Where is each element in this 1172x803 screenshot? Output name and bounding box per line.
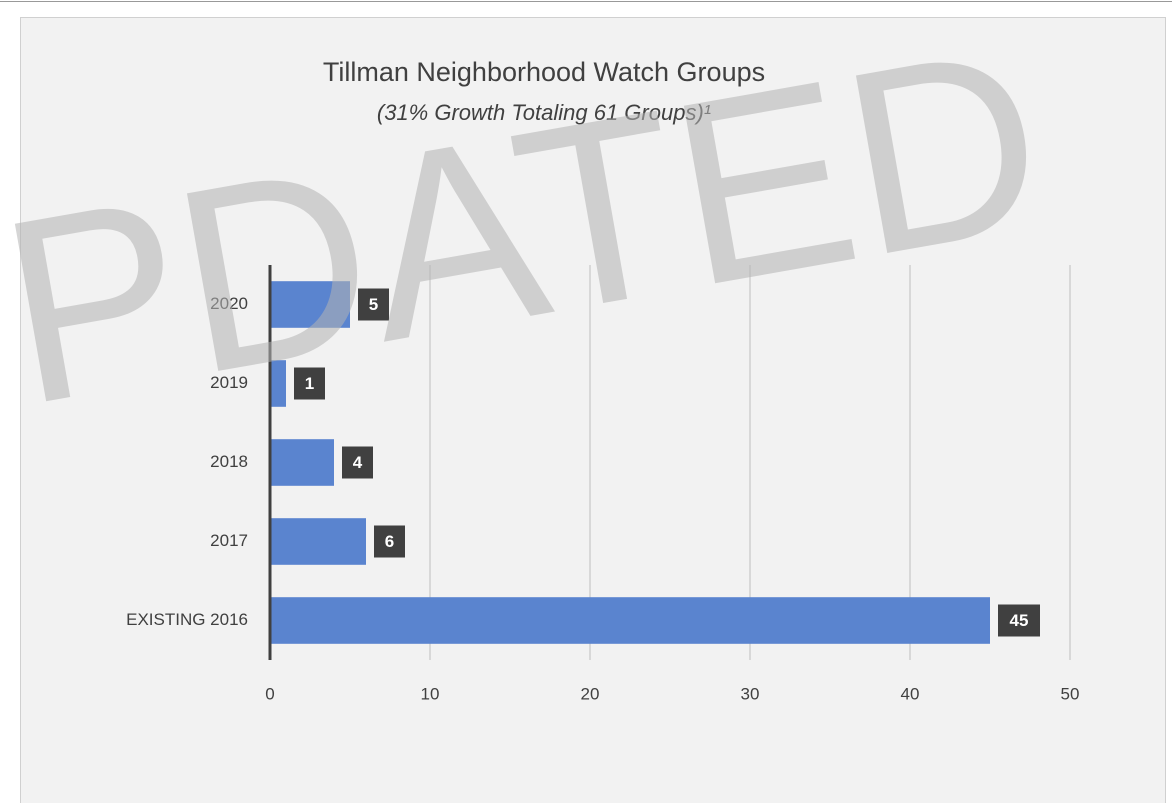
data-label: 1 xyxy=(305,374,314,393)
data-label: 5 xyxy=(369,295,378,314)
y-tick-label: 2018 xyxy=(210,452,248,471)
bar xyxy=(270,518,366,565)
chart-subtitle: (31% Growth Totaling 61 Groups)¹ xyxy=(377,100,711,125)
data-label-box xyxy=(998,604,1040,637)
x-tick-label: 50 xyxy=(1061,684,1080,703)
data-label-box xyxy=(294,367,325,400)
bar xyxy=(270,439,334,486)
y-tick-label: 2019 xyxy=(210,373,248,392)
y-tick-label: 2020 xyxy=(210,294,248,313)
y-tick-label: EXISTING 2016 xyxy=(126,610,248,629)
bar xyxy=(270,281,350,328)
chart-title: Tillman Neighborhood Watch Groups xyxy=(323,57,765,87)
data-label-box xyxy=(374,525,405,558)
data-label-box xyxy=(342,446,373,479)
x-tick-label: 10 xyxy=(421,684,440,703)
data-label: 6 xyxy=(385,532,394,551)
data-label: 45 xyxy=(1010,611,1029,630)
x-tick-label: 20 xyxy=(581,684,600,703)
y-tick-label: 2017 xyxy=(210,531,248,550)
data-label: 4 xyxy=(353,453,363,472)
data-label-box xyxy=(358,288,389,321)
bar xyxy=(270,360,286,407)
bar xyxy=(270,597,990,644)
x-tick-label: 0 xyxy=(265,684,274,703)
chart-area xyxy=(20,17,1166,803)
x-tick-label: 30 xyxy=(741,684,760,703)
x-tick-label: 40 xyxy=(901,684,920,703)
